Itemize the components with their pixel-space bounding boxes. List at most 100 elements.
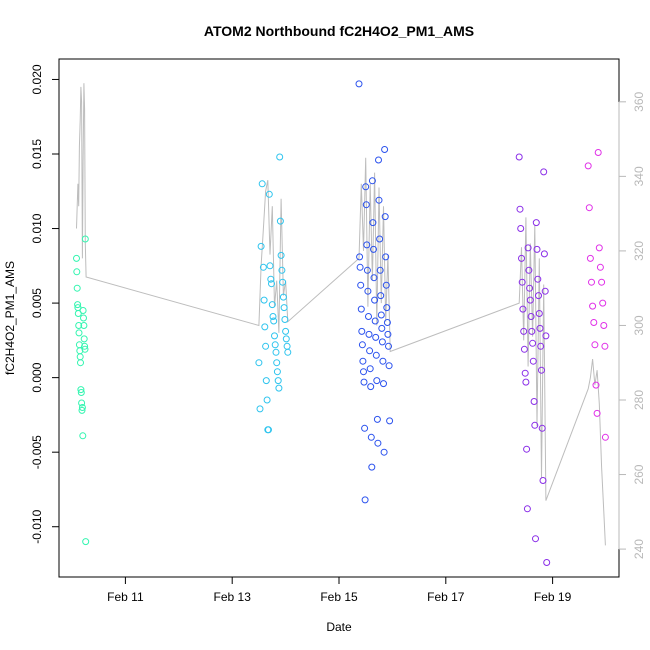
data-point — [259, 263, 267, 271]
chart-title: ATOM2 Northbound fC2H4O2_PM1_AMS — [204, 23, 474, 39]
y-tick-label: 0.020 — [30, 64, 44, 94]
data-point — [78, 406, 86, 414]
data-point — [530, 398, 538, 405]
data-point — [371, 317, 379, 325]
data-point — [592, 381, 600, 389]
data-point — [518, 254, 525, 262]
data-point — [80, 322, 88, 329]
data-point — [519, 305, 527, 313]
data-point — [270, 317, 278, 325]
data-point — [372, 351, 380, 359]
x-axis-label: Date — [326, 620, 352, 634]
y-right-tick-label: 300 — [632, 315, 646, 335]
data-point — [357, 305, 365, 313]
data-point — [365, 330, 373, 338]
data-point — [359, 357, 367, 365]
data-point — [534, 275, 542, 283]
data-point — [373, 377, 381, 385]
data-point — [261, 323, 269, 331]
data-point — [526, 296, 534, 304]
data-point — [601, 342, 609, 350]
data-point — [370, 274, 378, 282]
data-point — [377, 311, 385, 319]
data-point — [360, 378, 368, 386]
data-point — [79, 432, 87, 440]
data-point — [598, 278, 606, 286]
data-point — [74, 301, 82, 309]
data-point — [383, 304, 391, 312]
data-point — [272, 348, 280, 356]
data-point — [81, 345, 89, 353]
x-tick-label: Feb 15 — [320, 590, 358, 604]
data-point — [266, 262, 274, 270]
data-point — [358, 327, 366, 335]
data-point — [372, 333, 380, 341]
data-point — [265, 190, 273, 198]
data-point — [363, 266, 371, 274]
data-point — [283, 342, 291, 350]
data-point — [382, 253, 390, 261]
data-point — [584, 162, 592, 170]
y-right-tick-label: 340 — [632, 166, 646, 186]
data-point — [355, 80, 363, 88]
right-axis-trace-line — [76, 83, 606, 546]
data-point — [535, 310, 543, 317]
x-axis: Feb 11 Feb 13 Feb 15 Feb 17 Feb 19 — [107, 576, 572, 604]
data-point — [384, 330, 392, 338]
data-point — [73, 254, 80, 262]
data-point — [274, 377, 282, 385]
y-tick-label: 0.005 — [30, 288, 44, 318]
data-point — [361, 496, 369, 504]
y-tick-label: 0.000 — [30, 362, 44, 392]
y-right-tick-label: 360 — [632, 91, 646, 111]
data-point — [528, 327, 536, 335]
y-axis-label: fC2H4O2_PM1_AMS — [3, 261, 17, 375]
data-point — [541, 287, 549, 295]
y-right-tick-label: 260 — [632, 464, 646, 484]
data-point — [78, 399, 86, 407]
data-point — [282, 327, 290, 335]
data-point — [532, 535, 539, 543]
data-point — [594, 149, 602, 156]
data-point — [368, 177, 376, 185]
data-point — [522, 378, 530, 386]
data-point — [77, 389, 85, 396]
data-point — [518, 278, 526, 286]
data-point — [282, 335, 290, 343]
data-point — [535, 292, 542, 300]
data-point — [378, 338, 386, 346]
data-point — [531, 421, 539, 429]
data-point — [376, 235, 384, 243]
data-point — [375, 156, 382, 164]
data-point — [370, 245, 377, 253]
data-point — [284, 348, 292, 356]
data-point — [526, 284, 534, 292]
data-point — [538, 424, 546, 432]
y-tick-label: 0.010 — [30, 213, 44, 243]
data-point — [543, 559, 551, 566]
data-point — [374, 439, 382, 447]
data-point — [381, 146, 389, 153]
data-point — [375, 196, 383, 204]
data-point — [520, 345, 528, 353]
x-tick-label: Feb 19 — [534, 590, 572, 604]
data-point — [367, 383, 375, 391]
data-point — [271, 341, 279, 349]
data-point — [523, 505, 531, 513]
data-point — [276, 153, 284, 161]
data-point — [381, 213, 389, 221]
data-point — [521, 369, 529, 377]
data-point — [367, 433, 375, 441]
data-point — [361, 424, 369, 432]
data-point — [78, 404, 86, 411]
data-point — [591, 341, 599, 349]
data-point — [75, 322, 83, 329]
data-point — [79, 307, 87, 314]
data-point — [268, 301, 276, 309]
data-point — [376, 266, 384, 274]
data-point — [542, 332, 550, 340]
data-point — [596, 263, 604, 271]
y-tick-label: -0.010 — [30, 509, 44, 543]
data-point — [517, 225, 525, 232]
